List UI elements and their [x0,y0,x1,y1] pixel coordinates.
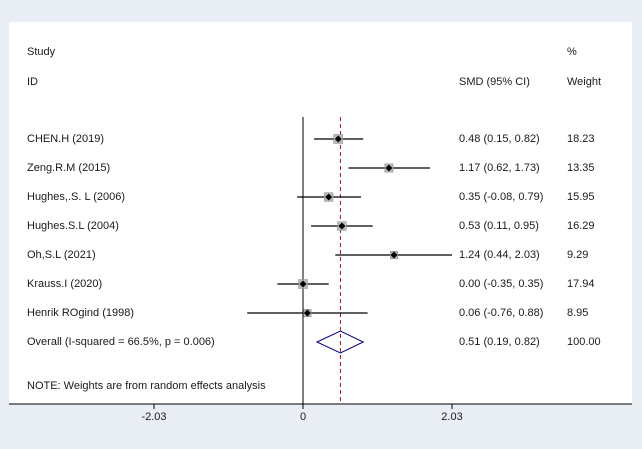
study-ci-text: 0.48 (0.15, 0.82) [459,133,540,145]
study-ci-text: 0.53 (0.11, 0.95) [459,220,539,232]
study-label: CHEN.H (2019) [27,133,105,145]
point-estimate-marker [338,222,346,230]
study-weight-text: 17.94 [567,278,595,290]
header-id: ID [27,76,38,88]
study-ci-text: 0.35 (-0.08, 0.79) [459,191,544,203]
point-estimate-marker [303,309,311,317]
overall-weight-text: 100.00 [567,336,601,348]
point-estimate-marker [334,135,342,143]
study-weight-text: 8.95 [567,307,589,319]
header-weight: Weight [567,76,602,88]
overall-ci-text: 0.51 (0.19, 0.82) [459,336,540,348]
footnote: NOTE: Weights are from random effects an… [27,380,266,392]
forest-plot-svg [9,117,632,409]
study-weight-text: 13.35 [567,162,595,174]
study-weight-text: 9.29 [567,249,589,261]
study-label: Hughes.S.L (2004) [27,220,119,232]
overall-label: Overall (I-squared = 66.5%, p = 0.006) [27,336,215,348]
x-tick-label: 2.03 [441,411,463,423]
study-label: Henrik ROgind (1998) [27,307,134,319]
x-tick-label: 0 [299,411,307,423]
study-ci-text: 0.00 (-0.35, 0.35) [459,278,544,290]
point-estimate-marker [299,280,307,288]
header-effect: SMD (95% CI) [459,76,530,88]
study-weight-text: 16.29 [567,220,595,232]
study-label: Hughes,.S. L (2006) [27,191,126,203]
overall-diamond [315,330,365,354]
study-weight-text: 18.23 [567,133,595,145]
header-study: Study [27,46,56,58]
forest-plot-panel: Study ID % SMD (95% CI) Weight CHEN.H (2… [9,22,632,409]
study-ci-text: 1.24 (0.44, 2.03) [459,249,540,261]
study-ci-text: 1.17 (0.62, 1.73) [459,162,540,174]
study-label: Oh,S.L (2021) [27,249,96,261]
study-weight-text: 15.95 [567,191,595,203]
x-tick-label: -2.03 [141,411,167,423]
header-percent: % [567,46,577,58]
study-ci-text: 0.06 (-0.76, 0.88) [459,307,544,319]
point-estimate-marker [390,251,398,259]
point-estimate-marker [325,193,333,201]
study-label: Zeng.R.M (2015) [27,162,111,174]
point-estimate-marker [385,164,393,172]
study-label: Krauss.I (2020) [27,278,103,290]
